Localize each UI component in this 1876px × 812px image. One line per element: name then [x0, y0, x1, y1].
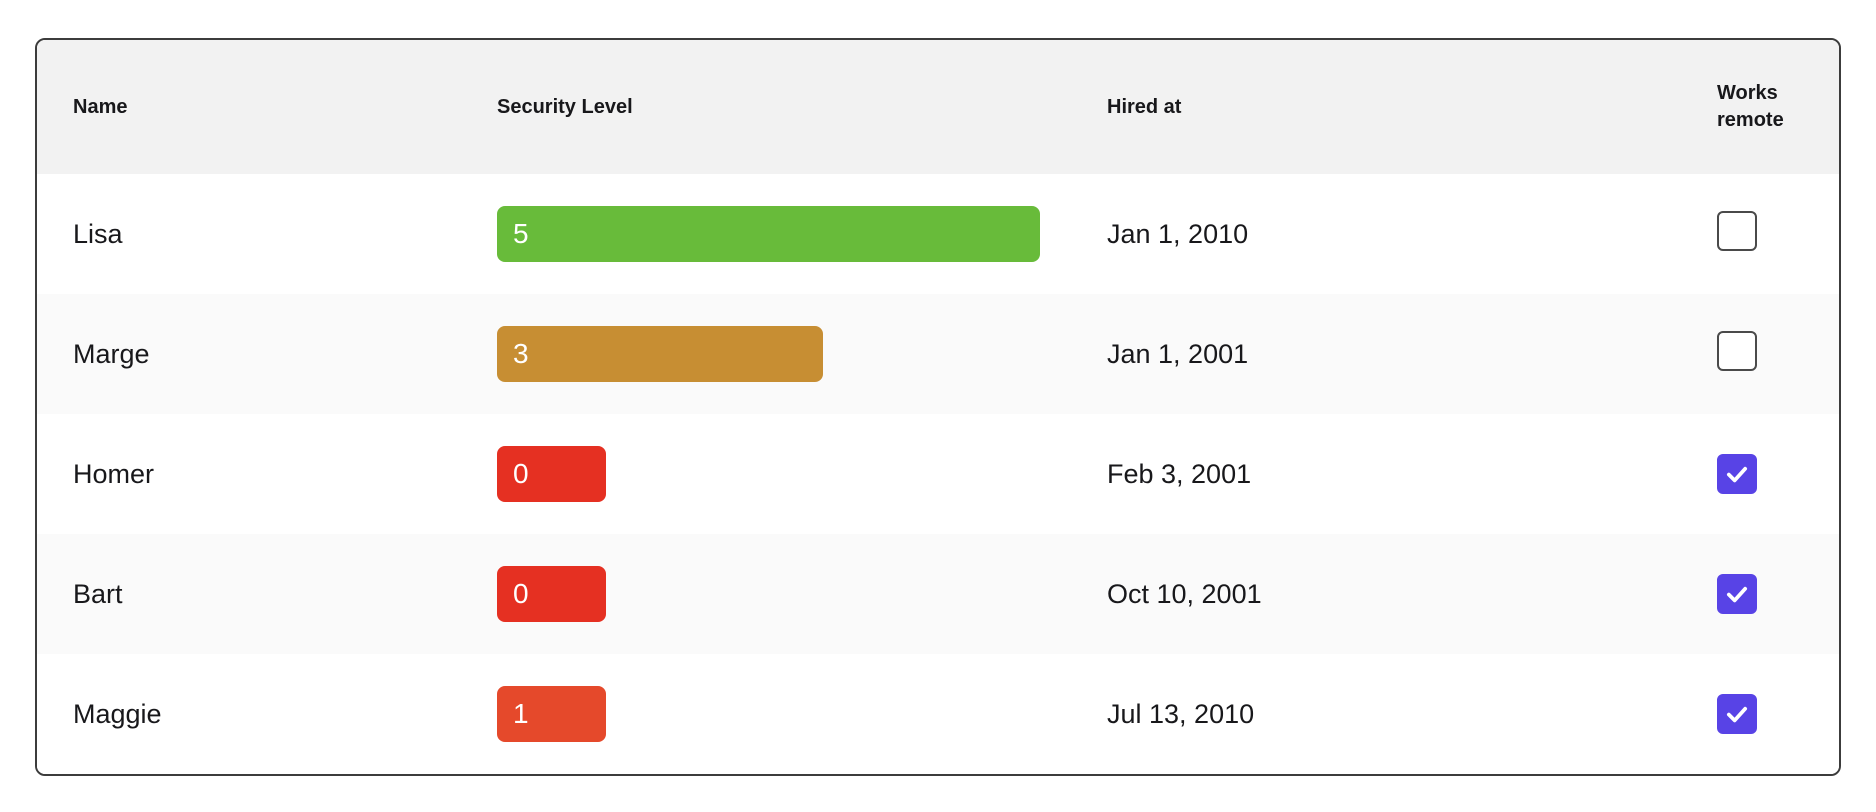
cell-name: Lisa [73, 218, 123, 249]
cell-security-level: 5 [497, 206, 1107, 262]
checkmark-icon [1726, 706, 1748, 722]
security-level-bar: 5 [497, 206, 1040, 262]
employees-table-card: Name Security Level Hired at Works remot… [35, 38, 1841, 776]
table-body: Lisa 5 Jan 1, 2010 Marge 3 Jan 1, 2001 [37, 174, 1839, 774]
table-row: Lisa 5 Jan 1, 2010 [37, 174, 1839, 294]
security-level-value: 0 [513, 458, 529, 489]
security-level-bar: 1 [497, 686, 606, 742]
works-remote-checkbox[interactable] [1717, 573, 1757, 614]
cell-hired-at: Jan 1, 2001 [1107, 338, 1249, 369]
works-remote-checkbox[interactable] [1717, 453, 1757, 494]
column-header-name: Name [73, 95, 128, 118]
works-remote-checkbox[interactable] [1717, 693, 1757, 734]
column-header-hired-at: Hired at [1107, 95, 1182, 118]
cell-hired-at: Oct 10, 2001 [1107, 578, 1262, 609]
cell-name: Maggie [73, 698, 162, 729]
column-header-security-level: Security Level [497, 95, 633, 118]
security-level-value: 1 [513, 698, 529, 729]
cell-works-remote [1717, 210, 1803, 258]
table-row: Marge 3 Jan 1, 2001 [37, 294, 1839, 414]
cell-security-level: 0 [497, 566, 1107, 622]
security-level-bar: 3 [497, 326, 823, 382]
checkmark-icon [1726, 466, 1748, 482]
security-level-bar: 0 [497, 446, 606, 502]
cell-security-level: 0 [497, 446, 1107, 502]
cell-name: Bart [73, 578, 123, 609]
table-header: Name Security Level Hired at Works remot… [37, 40, 1839, 174]
security-level-value: 0 [513, 578, 529, 609]
cell-works-remote [1717, 330, 1803, 378]
works-remote-checkbox[interactable] [1717, 330, 1757, 371]
cell-name: Homer [73, 458, 155, 489]
security-level-value: 3 [513, 338, 529, 369]
works-remote-checkbox[interactable] [1717, 210, 1757, 251]
security-level-bar: 0 [497, 566, 606, 622]
cell-works-remote [1717, 573, 1803, 615]
table-row: Bart 0 Oct 10, 2001 [37, 534, 1839, 654]
cell-security-level: 3 [497, 326, 1107, 382]
table-row: Homer 0 Feb 3, 2001 [37, 414, 1839, 534]
cell-hired-at: Feb 3, 2001 [1107, 458, 1252, 489]
table-row: Maggie 1 Jul 13, 2010 [37, 654, 1839, 774]
checkmark-icon [1726, 586, 1748, 602]
column-header-works-remote: Works remote [1717, 82, 1784, 131]
cell-security-level: 1 [497, 686, 1107, 742]
security-level-value: 5 [513, 218, 529, 249]
cell-hired-at: Jan 1, 2010 [1107, 218, 1249, 249]
cell-hired-at: Jul 13, 2010 [1107, 698, 1255, 729]
cell-works-remote [1717, 453, 1803, 495]
cell-name: Marge [73, 338, 150, 369]
cell-works-remote [1717, 693, 1803, 735]
